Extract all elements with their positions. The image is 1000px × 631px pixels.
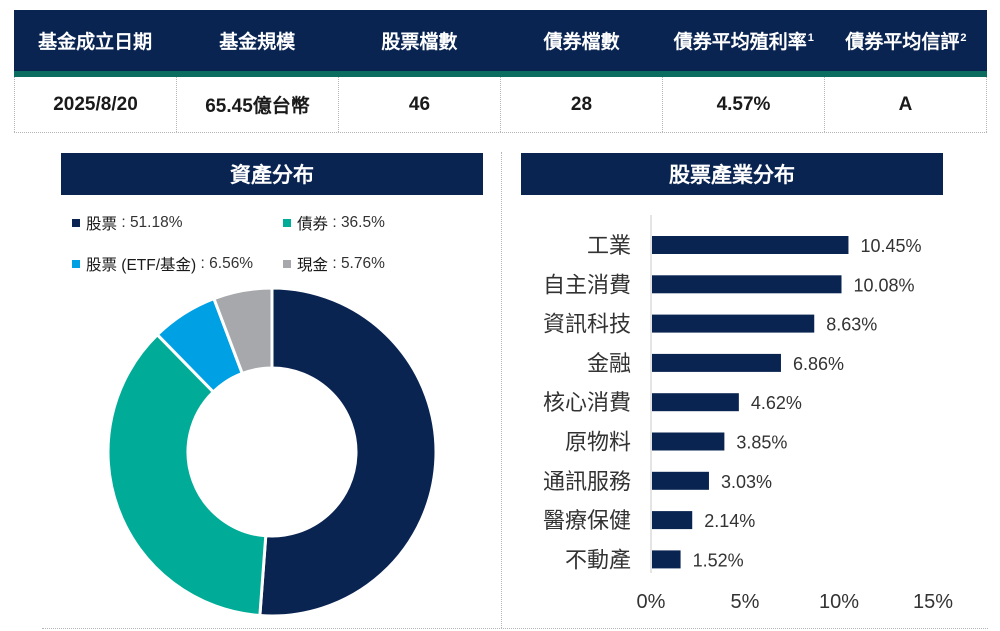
x-tick-label: 5% xyxy=(731,591,760,613)
category-label: 原物料 xyxy=(565,430,631,455)
bar xyxy=(652,393,739,412)
summary-header-row: 基金成立日期 基金規模 股票檔數 債券檔數 債券平均殖利率 1 債券平均信評 2 xyxy=(14,10,987,77)
header-inception-date: 基金成立日期 xyxy=(38,32,153,53)
legend-item: 現金 : 5.76% xyxy=(283,253,385,275)
value-label: 10.08% xyxy=(854,275,915,295)
value-bond-rating: A xyxy=(824,77,987,132)
legend-value: 6.56% xyxy=(209,255,254,272)
category-label: 通訊服務 xyxy=(543,469,631,494)
legend-swatch xyxy=(283,219,291,227)
category-label: 金融 xyxy=(587,351,631,376)
asset-allocation-title: 資產分布 xyxy=(61,153,483,195)
bar xyxy=(652,550,681,569)
donut-slice xyxy=(106,332,268,618)
footnote-marker: 2 xyxy=(960,31,967,44)
x-tick-label: 10% xyxy=(819,591,859,613)
value-label: 3.03% xyxy=(721,472,772,492)
value-label: 3.85% xyxy=(736,433,787,453)
legend-item: 股票 : 51.18% xyxy=(72,212,183,234)
legend-label: 債券 xyxy=(297,216,329,233)
value-bond-count: 28 xyxy=(500,77,662,132)
header-stock-count: 股票檔數 xyxy=(381,32,458,53)
asset-donut-chart xyxy=(106,286,438,618)
header-bond-count: 債券檔數 xyxy=(543,32,620,53)
legend-item: 債券 : 36.5% xyxy=(283,212,385,234)
donut-slice xyxy=(258,286,438,618)
legend-label: 股票 xyxy=(86,216,118,233)
fund-summary-table: 基金成立日期 基金規模 股票檔數 債券檔數 債券平均殖利率 1 債券平均信評 2 2… xyxy=(14,10,987,133)
legend-item: 股票 (ETF/基金) : 6.56% xyxy=(72,253,253,275)
legend-swatch xyxy=(72,260,80,268)
bar xyxy=(652,314,815,333)
legend-swatch xyxy=(283,260,291,268)
header-fund-size: 基金規模 xyxy=(219,32,296,53)
category-label: 核心消費 xyxy=(543,390,631,415)
value-inception-date: 2025/8/20 xyxy=(14,77,176,132)
bar xyxy=(652,236,849,254)
bottom-divider xyxy=(42,628,988,629)
header-bond-rating: 債券平均信評 2 xyxy=(845,31,967,54)
value-stock-count: 46 xyxy=(338,77,500,132)
industry-allocation-title: 股票產業分布 xyxy=(521,153,943,195)
value-label: 10.45% xyxy=(860,236,921,256)
category-label: 工業 xyxy=(587,233,631,258)
bar xyxy=(652,353,781,372)
bar xyxy=(652,432,725,451)
legend-swatch xyxy=(72,219,80,227)
bar xyxy=(652,275,842,294)
value-label: 2.14% xyxy=(704,511,755,531)
legend-value: 5.76% xyxy=(340,255,385,272)
donut-slice xyxy=(211,286,274,376)
legend-value: 36.5% xyxy=(340,214,385,231)
value-label: 1.52% xyxy=(693,550,744,570)
x-tick-label: 15% xyxy=(913,591,953,613)
header-bond-yield: 債券平均殖利率 1 xyxy=(673,31,814,54)
panel-divider xyxy=(501,152,502,628)
category-label: 資訊科技 xyxy=(543,312,631,337)
x-tick-label: 0% xyxy=(637,591,666,613)
value-fund-size: 65.45億台幣 xyxy=(176,77,338,132)
bar xyxy=(652,471,709,490)
category-label: 不動產 xyxy=(565,547,631,572)
category-label: 醫療保健 xyxy=(543,508,631,533)
industry-bar-chart: 工業 10.45% 自主消費 10.08% 資訊科技 8.63% 金融 6.86% 核心消費 4.… xyxy=(543,215,953,613)
summary-value-row: 2025/8/20 65.45億台幣 46 28 4.57% A xyxy=(14,77,987,133)
value-label: 6.86% xyxy=(793,354,844,374)
legend-value: 51.18% xyxy=(129,214,183,231)
category-label: 自主消費 xyxy=(543,272,631,297)
legend-label: 股票 (ETF/基金) xyxy=(86,257,197,274)
bar xyxy=(652,511,693,530)
value-label: 8.63% xyxy=(826,315,877,335)
value-label: 4.62% xyxy=(751,393,802,413)
value-bond-yield: 4.57% xyxy=(662,77,824,132)
legend-label: 現金 xyxy=(297,257,329,274)
footnote-marker: 1 xyxy=(807,31,814,44)
